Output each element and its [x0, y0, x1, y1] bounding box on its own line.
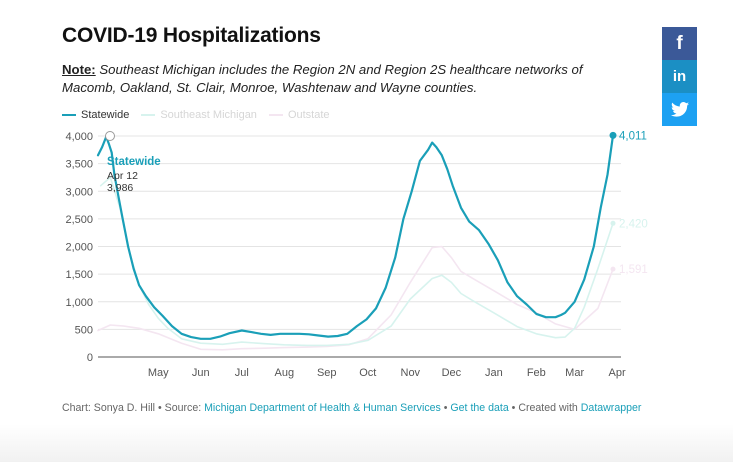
y-tick-label: 2,500	[65, 214, 93, 226]
note-label: Note:	[62, 62, 96, 77]
bottom-fade	[0, 424, 733, 462]
x-tick-label: Nov	[401, 367, 421, 379]
source-link[interactable]: Michigan Department of Health & Human Se…	[204, 402, 441, 414]
y-tick-label: 0	[87, 352, 93, 364]
hover-marker	[105, 131, 115, 141]
linkedin-share-button[interactable]: in	[662, 60, 697, 93]
legend-item-southeast[interactable]: Southeast Michigan	[141, 109, 257, 121]
legend-item-outstate[interactable]: Outstate	[268, 109, 330, 121]
end-labels: 4,011 2,420 1,591	[609, 130, 648, 276]
x-tick-label: Aug	[274, 367, 294, 379]
facebook-share-button[interactable]: f	[662, 27, 697, 60]
twitter-share-button[interactable]	[662, 93, 697, 126]
legend: Statewide Southeast Michigan Outstate	[62, 109, 330, 121]
y-axis-ticks: 4,000 3,500 3,000 2,500 2,000 1,500 1,000 500 0	[65, 131, 93, 364]
x-tick-label: Mar	[565, 367, 584, 379]
x-tick-label: Oct	[359, 367, 376, 379]
credit: Chart: Sonya D. Hill	[62, 402, 156, 414]
source-label: Source:	[164, 402, 202, 414]
series-layer	[96, 134, 615, 351]
legend-label-outstate: Outstate	[287, 109, 330, 121]
x-tick-label: May	[148, 367, 169, 379]
x-tick-label: Jul	[235, 367, 249, 379]
hover-tooltip: Statewide Apr 12 3,986	[105, 131, 161, 194]
legend-item-statewide[interactable]: Statewide	[62, 109, 129, 121]
legend-swatch-outstate	[268, 114, 283, 116]
tooltip-series: Statewide	[107, 156, 161, 168]
chart-footer: Chart: Sonya D. Hill • Source: Michigan …	[62, 402, 642, 414]
get-data-link[interactable]: Get the data	[450, 402, 509, 414]
note: Note: Southeast Michigan includes the Re…	[62, 61, 622, 97]
note-text: Southeast Michigan includes the Region 2…	[62, 62, 583, 95]
x-tick-label: Feb	[527, 367, 546, 379]
y-tick-label: 4,000	[65, 131, 93, 143]
end-label-outstate: 1,591	[619, 264, 648, 276]
y-tick-label: 2,000	[65, 242, 93, 254]
datawrapper-link[interactable]: Datawrapper	[580, 402, 642, 414]
x-tick-label: Apr	[609, 367, 626, 379]
tooltip-value: 3,986	[107, 182, 133, 194]
legend-swatch-southeast	[141, 114, 156, 116]
end-label-southeast: 2,420	[619, 218, 648, 230]
series-line-statewide[interactable]	[96, 134, 615, 340]
created-with: Created with	[518, 402, 578, 414]
legend-label-southeast: Southeast Michigan	[160, 109, 257, 121]
series-line-southeast[interactable]	[99, 176, 614, 347]
legend-label-statewide: Statewide	[81, 109, 130, 121]
end-dot-outstate	[610, 266, 616, 272]
gridlines	[98, 135, 621, 358]
y-tick-label: 500	[75, 324, 93, 336]
x-tick-label: Sep	[317, 367, 337, 379]
share-bar: f in	[662, 27, 697, 126]
y-tick-label: 3,000	[65, 186, 93, 198]
tooltip-date: Apr 12	[107, 170, 138, 182]
y-tick-label: 1,500	[65, 269, 93, 281]
legend-swatch-statewide	[62, 114, 76, 116]
y-tick-label: 1,000	[65, 297, 93, 309]
end-dot-southeast	[610, 220, 616, 226]
y-tick-label: 3,500	[65, 159, 93, 171]
facebook-icon: f	[676, 32, 683, 54]
end-label-statewide: 4,011	[619, 130, 647, 142]
twitter-icon	[670, 102, 689, 117]
linkedin-icon: in	[672, 68, 687, 85]
chart-title: COVID-19 Hospitalizations	[62, 24, 321, 47]
x-tick-label: Jun	[192, 367, 210, 379]
x-axis-ticks: May Jun Jul Aug Sep Oct Nov Dec Jan Feb Mar Apr	[148, 367, 626, 379]
x-tick-label: Jan	[485, 367, 503, 379]
end-dot-statewide	[609, 131, 617, 139]
series-line-outstate[interactable]	[97, 245, 614, 351]
x-tick-label: Dec	[442, 367, 462, 379]
